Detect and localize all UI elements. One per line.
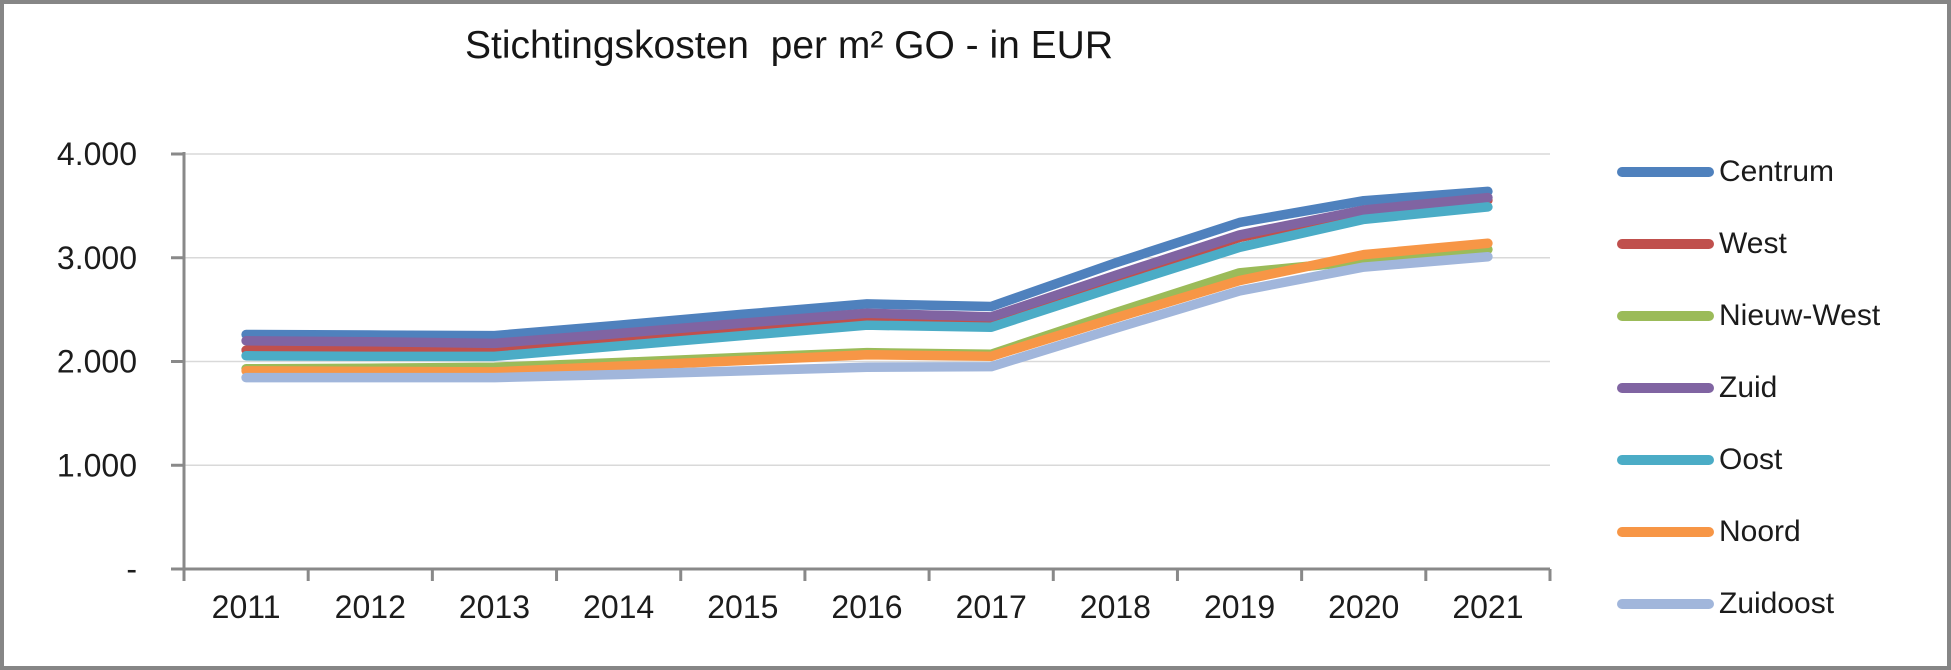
series-line-zuid <box>241 192 1493 349</box>
chart-title: Stichtingskosten per m² GO - in EUR <box>464 24 1114 67</box>
legend-swatch <box>1617 311 1714 321</box>
line-chart-plot: 2011 2012 2013 2014 2015 2016 2017 2018 2019 2020… <box>57 136 1552 625</box>
legend-item-noord: Noord <box>1617 496 1880 568</box>
legend-item-zuid: Zuid <box>1617 352 1880 424</box>
x-axis-label: 2016 <box>831 589 902 625</box>
x-axis-label: 2015 <box>707 589 778 625</box>
x-axis-label: 2021 <box>1452 589 1523 625</box>
legend-label: West <box>1719 227 1787 260</box>
y-axis-label: 2.000 <box>57 344 137 380</box>
y-axis-label: 4.000 <box>57 136 137 172</box>
legend-item-oost: Oost <box>1617 424 1880 496</box>
legend-swatch <box>1617 239 1714 249</box>
legend-swatch <box>1617 167 1714 177</box>
legend-item-zuidoost: Zuidoost <box>1617 568 1880 640</box>
x-axis-label: 2014 <box>583 589 654 625</box>
legend-item-nieuw-west: Nieuw-West <box>1617 280 1880 352</box>
x-axis-label: 2017 <box>956 589 1027 625</box>
x-axis-label: 2018 <box>1080 589 1151 625</box>
x-axis-label: 2013 <box>459 589 530 625</box>
x-axis-label: 2012 <box>335 589 406 625</box>
legend-label: Nieuw-West <box>1719 299 1881 332</box>
series-line-oost <box>241 202 1493 362</box>
legend-label: Zuidoost <box>1719 587 1835 620</box>
legend-swatch <box>1617 599 1714 609</box>
y-axis-label: - <box>126 551 137 587</box>
y-axis-label: 1.000 <box>57 447 137 483</box>
legend-item-centrum: Centrum <box>1617 136 1880 208</box>
x-axis-label: 2011 <box>212 589 281 625</box>
legend-swatch <box>1617 383 1714 393</box>
legend-label: Noord <box>1719 515 1801 548</box>
legend-swatch <box>1617 527 1714 537</box>
series-line-zuidoost <box>241 251 1493 383</box>
legend-label: Oost <box>1719 443 1783 476</box>
legend: Centrum West Nieuw-West Zuid Oost Noord Zuidoo… <box>1617 136 1880 640</box>
legend-label: Centrum <box>1719 155 1835 188</box>
legend-swatch <box>1617 455 1714 465</box>
series-line-centrum <box>241 186 1493 341</box>
y-axis-label: 3.000 <box>57 240 137 276</box>
legend-label: Zuid <box>1719 371 1778 404</box>
legend-item-west: West <box>1617 208 1880 280</box>
x-axis-label: 2019 <box>1204 589 1275 625</box>
x-axis-label: 2020 <box>1328 589 1399 625</box>
series-line-noord <box>241 238 1493 377</box>
